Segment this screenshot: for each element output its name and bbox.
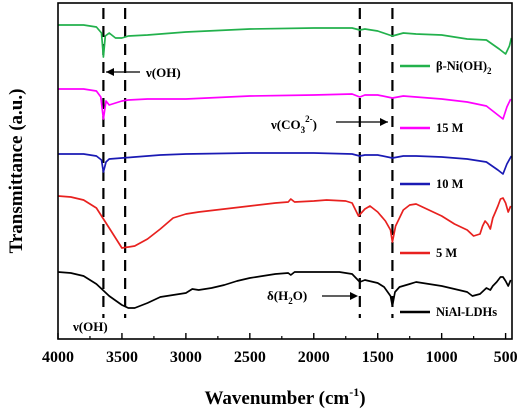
spectra-layer [57,24,513,309]
x-tick-label: 1500 [362,349,394,366]
x-axis-title: Wavenumber (cm-1) [204,385,365,409]
annotation-v-co3: ν(CO32-) [270,114,388,135]
annotation-delta-h2o-sub: 2 [288,296,293,306]
legend-label: NiAl-LDHs [436,305,497,319]
series-line-4 [57,271,512,309]
annotation-v-oh-bottom-label: ν(OH) [72,319,108,334]
annotation-delta-h2o-label: δ(H [267,288,288,303]
legend-label: 5 M [436,246,457,260]
svg-text:ν(CO32-): ν(CO32-) [270,114,317,135]
annotation-v-oh-top: ν(OH) [106,65,181,80]
legend-label: 15 M [436,121,464,135]
legend: β-Ni(OH)2 15 M 10 M 5 M NiAl-LDHs [400,59,497,319]
svg-text:δ(H2O): δ(H2O) [267,288,307,306]
x-tick-label: 2500 [234,349,266,366]
dashed-reference-lines [102,8,394,318]
annotation-delta-h2o-end: O) [293,288,307,303]
legend-label: 10 M [436,177,464,191]
annotation-v-co3-end: ) [313,117,317,132]
series-line-1 [58,88,512,120]
series-line-2 [58,152,513,175]
plot-frame [57,2,513,340]
annotation-v-co3-label: ν(CO [270,117,301,132]
y-axis-title: Transmittance (a.u.) [6,89,27,254]
annotation-v-oh-top-label: ν(OH) [145,65,181,80]
series-line-0 [58,24,513,58]
x-tick-label: 3500 [106,349,138,366]
x-tick-label: 500 [494,349,518,366]
x-axis-ticks: 4000 3500 3000 2500 2000 1500 1000 500 [42,333,518,366]
series-line-3 [57,195,512,249]
annotation-delta-h2o: δ(H2O) [267,288,358,306]
x-tick-label: 2000 [298,349,330,366]
annotation-v-co3-sub: 3 [301,125,306,135]
x-tick-label: 3000 [170,349,202,366]
annotation-v-co3-sup: 2- [305,114,313,124]
legend-label: β-Ni(OH)2 [436,59,492,76]
x-tick-label: 1000 [426,349,458,366]
x-tick-label: 4000 [42,349,74,366]
